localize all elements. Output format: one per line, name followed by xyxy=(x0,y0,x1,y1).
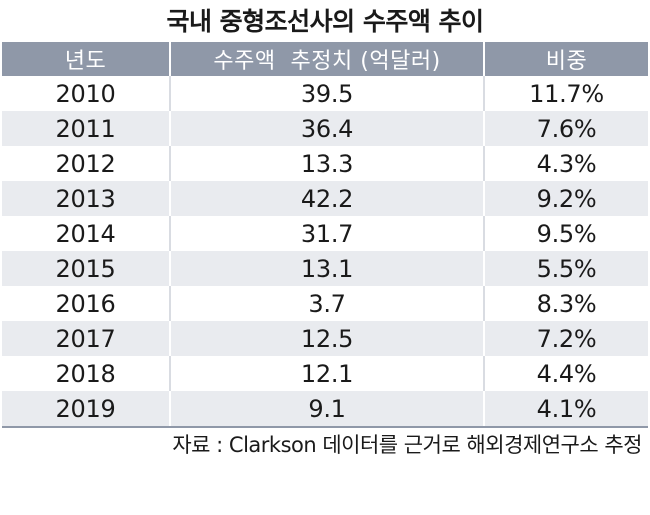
cell-year: 2011 xyxy=(2,111,170,146)
chart-title: 국내 중형조선사의 수주액 추이 xyxy=(166,7,484,36)
cell-share: 9.5% xyxy=(483,216,648,251)
table-body: 2010 39.5 11.7% 2011 36.4 7.6% 2012 13.3 4.3% 201… xyxy=(2,76,648,428)
cell-amount: 36.4 xyxy=(169,111,484,146)
cell-year: 2014 xyxy=(2,216,170,251)
header-amount: 수주액 추정치 (억달러) xyxy=(169,42,484,76)
cell-amount: 12.1 xyxy=(169,356,484,391)
table-row: 2015 13.1 5.5% xyxy=(2,251,648,286)
table-row: 2016 3.7 8.3% xyxy=(2,286,648,321)
cell-year: 2015 xyxy=(2,251,170,286)
header-year: 년도 xyxy=(2,42,170,76)
cell-amount: 31.7 xyxy=(169,216,484,251)
cell-year: 2019 xyxy=(2,391,170,428)
cell-year: 2010 xyxy=(2,76,170,111)
cell-amount: 13.1 xyxy=(169,251,484,286)
cell-share: 4.3% xyxy=(483,146,648,181)
table-row: 2012 13.3 4.3% xyxy=(2,146,648,181)
table-row: 2010 39.5 11.7% xyxy=(2,76,648,111)
cell-year: 2016 xyxy=(2,286,170,321)
table-row: 2011 36.4 7.6% xyxy=(2,111,648,146)
cell-share: 5.5% xyxy=(483,251,648,286)
header-row: 년도 수주액 추정치 (억달러) 비중 xyxy=(2,42,648,76)
cell-amount: 13.3 xyxy=(169,146,484,181)
cell-year: 2013 xyxy=(2,181,170,216)
cell-amount: 39.5 xyxy=(169,76,484,111)
cell-year: 2012 xyxy=(2,146,170,181)
table-header: 년도 수주액 추정치 (억달러) 비중 xyxy=(2,42,648,76)
cell-year: 2017 xyxy=(2,321,170,356)
cell-year: 2018 xyxy=(2,356,170,391)
cell-share: 7.2% xyxy=(483,321,648,356)
table-row: 2018 12.1 4.4% xyxy=(2,356,648,391)
cell-amount: 9.1 xyxy=(169,391,484,428)
cell-share: 4.1% xyxy=(483,391,648,428)
table-row: 2017 12.5 7.2% xyxy=(2,321,648,356)
table-row: 2013 42.2 9.2% xyxy=(2,181,648,216)
cell-amount: 3.7 xyxy=(169,286,484,321)
cell-amount: 42.2 xyxy=(169,181,484,216)
table-row: 2019 9.1 4.1% xyxy=(2,391,648,428)
cell-share: 7.6% xyxy=(483,111,648,146)
source-note: 자료 : Clarkson 데이터를 근거로 해외경제연구소 추정 xyxy=(172,433,642,457)
table-row: 2014 31.7 9.5% xyxy=(2,216,648,251)
cell-share: 4.4% xyxy=(483,356,648,391)
cell-amount: 12.5 xyxy=(169,321,484,356)
cell-share: 8.3% xyxy=(483,286,648,321)
data-table: 년도 수주액 추정치 (억달러) 비중 2010 39.5 11.7% 2011 36.… xyxy=(2,42,648,428)
cell-share: 11.7% xyxy=(483,76,648,111)
header-share: 비중 xyxy=(483,42,648,76)
cell-share: 9.2% xyxy=(483,181,648,216)
